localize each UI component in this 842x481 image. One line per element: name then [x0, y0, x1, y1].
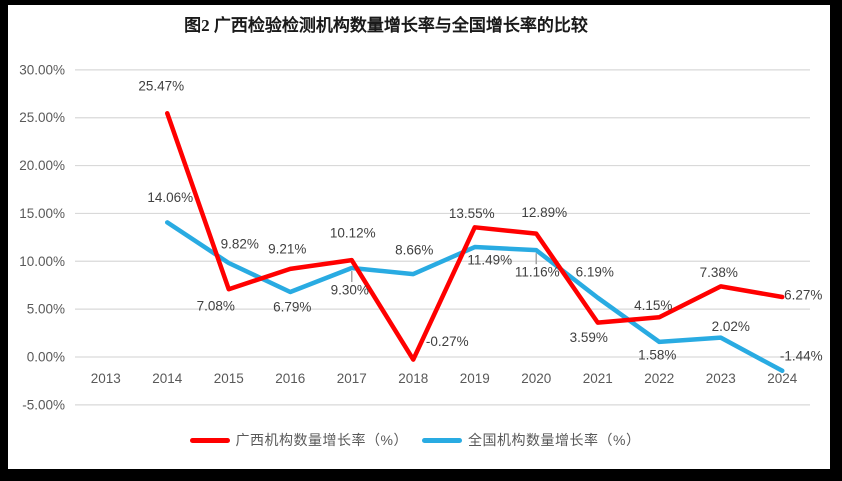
x-axis-label: 2021 [583, 371, 613, 386]
data-label: 9.30% [331, 282, 369, 297]
y-axis-tick: 30.00% [19, 62, 65, 77]
x-axis-label: 2019 [460, 371, 490, 386]
series-line-national [165, 220, 785, 374]
x-axis-label: 2024 [767, 371, 798, 386]
x-axis-label: 2022 [644, 371, 674, 386]
data-label: 7.08% [197, 299, 235, 314]
legend-line-swatch [189, 437, 230, 443]
data-label: 9.82% [221, 237, 259, 252]
x-axis-label: 2015 [214, 371, 244, 386]
data-label: 6.27% [784, 287, 822, 302]
y-axis-tick: 20.00% [19, 158, 65, 173]
x-axis-label: 2020 [521, 371, 551, 386]
x-axis-label: 2018 [398, 371, 428, 386]
y-axis-tick: 0.00% [27, 350, 65, 365]
x-axis-label: 2014 [152, 371, 183, 386]
data-label: 13.55% [449, 206, 495, 221]
legend-line-swatch [422, 437, 462, 443]
chart-plot-background [8, 5, 830, 469]
legend-item-guangxi: 广西机构数量增长率（%） [189, 430, 408, 450]
y-axis-tick: 10.00% [19, 254, 65, 269]
data-label: 2.02% [712, 319, 750, 334]
chart-title: 图2 广西检验检测机构数量增长率与全国增长率的比较 [184, 16, 588, 35]
data-label: 25.47% [138, 79, 184, 94]
data-label: 10.12% [330, 226, 376, 241]
legend-label: 广西机构数量增长率（%） [235, 432, 408, 448]
data-label: 6.79% [273, 300, 311, 315]
data-label: 7.38% [700, 265, 738, 280]
data-label: 14.06% [147, 190, 193, 205]
x-axis-label: 2017 [337, 371, 367, 386]
data-label: 12.89% [521, 205, 567, 220]
data-label: 11.49% [467, 253, 512, 268]
legend-label: 全国机构数量增长率（%） [468, 432, 641, 448]
x-axis-label: 2023 [706, 371, 736, 386]
chart-legend: 广西机构数量增长率（%） 全国机构数量增长率（%） [8, 430, 822, 450]
x-axis-label: 2016 [275, 371, 305, 386]
data-label: 8.66% [395, 243, 433, 258]
data-label: 4.15% [634, 298, 672, 313]
y-axis-tick: 15.00% [19, 206, 65, 221]
y-axis-tick: 25.00% [19, 110, 65, 125]
data-label: 3.59% [570, 330, 608, 345]
data-label: 11.16% [515, 265, 560, 280]
data-label: 9.21% [268, 241, 306, 256]
data-label: -1.44% [780, 348, 823, 363]
data-label: -0.27% [426, 334, 469, 349]
legend-item-national: 全国机构数量增长率（%） [422, 430, 640, 450]
y-axis-tick: 5.00% [27, 302, 65, 317]
series-line-guangxi [165, 110, 785, 362]
data-label: 6.19% [576, 264, 614, 279]
y-axis-tick: -5.00% [22, 397, 65, 412]
x-axis-label: 2013 [91, 371, 121, 386]
data-label: 1.58% [638, 347, 676, 362]
